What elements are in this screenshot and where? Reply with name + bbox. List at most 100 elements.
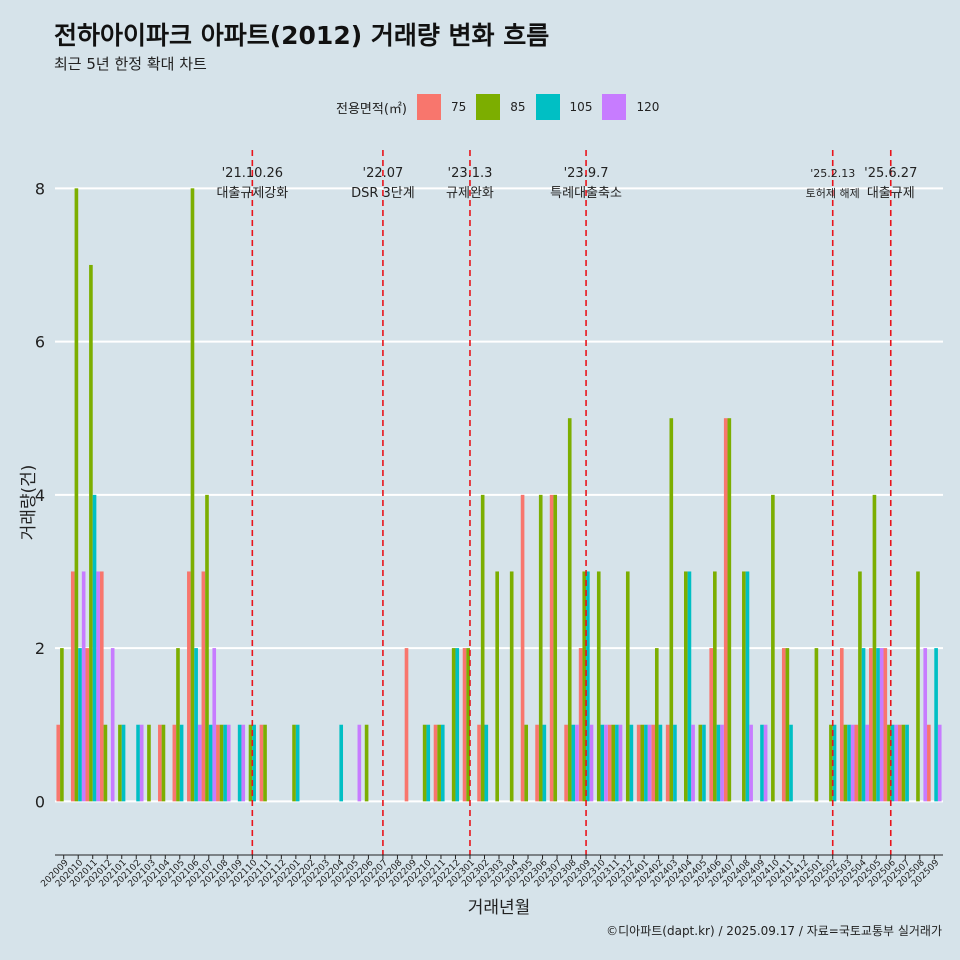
legend: 전용면적(㎡) 75 85 105 120 — [336, 93, 669, 121]
bar-85-202206 — [364, 724, 369, 802]
bar-75-202209 — [404, 648, 409, 802]
bar-105-202105 — [179, 724, 184, 802]
bar-85-202311 — [611, 724, 616, 802]
bar-75-202106 — [187, 571, 191, 802]
bar-85-202302 — [480, 494, 485, 802]
bar-75-202306 — [535, 724, 539, 802]
bar-85-202111 — [263, 724, 267, 802]
bar-75-202402 — [651, 724, 655, 802]
bar-85-202107 — [205, 494, 209, 802]
legend-swatch — [476, 94, 501, 120]
bar-75-202505 — [869, 648, 873, 802]
bar-85-202307 — [553, 494, 558, 802]
bar-120-202509 — [937, 724, 942, 802]
event-label: 특례대출축소 — [550, 186, 622, 201]
bar-85-202305 — [524, 724, 529, 802]
bar-105-202502 — [832, 724, 837, 802]
bar-75-202107 — [201, 571, 206, 802]
bar-120-202408 — [749, 724, 753, 802]
bar-85-202101 — [118, 724, 122, 802]
bar-85-202309 — [582, 571, 587, 802]
bar-85-202401 — [640, 724, 645, 802]
bar-85-202110 — [248, 724, 253, 802]
bar-85-202303 — [495, 571, 499, 802]
bar-105-202503 — [847, 724, 851, 802]
bar-105-202110 — [252, 724, 256, 802]
bar-105-202109 — [237, 724, 242, 802]
bar-105-202201 — [295, 724, 300, 802]
bar-85-202306 — [538, 494, 543, 802]
bar-75-202507 — [898, 724, 902, 802]
legend-item-105: 105 — [535, 94, 593, 120]
legend-label: 85 — [510, 100, 526, 114]
legend-item-85: 85 — [476, 94, 526, 120]
bar-120-202506 — [894, 724, 899, 802]
bar-105-202312 — [629, 724, 634, 802]
bar-75-202309 — [578, 648, 583, 802]
bar-85-202505 — [872, 494, 877, 802]
bar-75-202506 — [883, 648, 888, 802]
legend-label: 120 — [636, 100, 660, 114]
bar-85-202502 — [829, 724, 833, 802]
bar-85-202212 — [451, 648, 456, 802]
bar-120-202401 — [647, 724, 652, 802]
bar-105-202011 — [92, 494, 97, 802]
bar-75-202311 — [607, 724, 612, 802]
bar-105-202505 — [876, 648, 880, 802]
bar-120-202409 — [763, 724, 768, 802]
bar-120-202404 — [691, 724, 695, 802]
bar-85-202407 — [727, 418, 732, 802]
bar-85-202201 — [292, 724, 296, 802]
bar-120-202011 — [96, 571, 100, 802]
bar-75-202010 — [70, 571, 75, 802]
legend-title: 전용면적(㎡) — [336, 101, 407, 117]
bar-75-202308 — [564, 724, 568, 802]
legend-swatch — [602, 94, 627, 120]
bar-75-202406 — [709, 648, 714, 802]
legend-item-75: 75 — [416, 94, 466, 120]
bar-105-202403 — [673, 724, 677, 802]
bar-105-202509 — [934, 648, 938, 802]
bar-85-202308 — [567, 418, 572, 802]
bar-105-202409 — [760, 724, 764, 802]
bar-120-202508 — [923, 648, 928, 802]
chart-subtitle: 최근 5년 한정 확대 차트 — [54, 55, 207, 73]
bar-85-202105 — [176, 648, 180, 802]
bar-105-202210 — [426, 724, 431, 802]
bar-105-202302 — [484, 724, 489, 802]
bar-85-202504 — [858, 571, 862, 802]
bar-75-202301 — [462, 648, 467, 802]
bar-120-202504 — [865, 724, 869, 802]
bar-85-202106 — [190, 188, 195, 802]
bar-75-202307 — [549, 494, 554, 802]
bar-105-202507 — [905, 724, 909, 802]
bar-85-202403 — [669, 418, 674, 802]
legend-item-120: 120 — [602, 94, 659, 120]
bar-120-202012 — [110, 648, 115, 802]
bar-105-202404 — [687, 571, 692, 802]
bar-105-202406 — [716, 724, 721, 802]
bar-105-202405 — [702, 724, 706, 802]
bar-120-202108 — [226, 724, 231, 802]
y-tick-label: 8 — [35, 179, 45, 198]
bar-85-202010 — [74, 188, 79, 802]
bar-85-202506 — [887, 724, 891, 802]
legend-label: 105 — [569, 100, 593, 114]
bar-105-202401 — [644, 724, 648, 802]
bar-105-202212 — [455, 648, 460, 802]
source-caption: ©디아파트(dapt.kr) / 2025.09.17 / 자료=국토교통부 실… — [606, 924, 942, 938]
bar-85-202501 — [814, 648, 819, 802]
bar-75-202012 — [99, 571, 104, 802]
bar-75-202401 — [636, 724, 641, 802]
bar-85-202009 — [60, 648, 64, 802]
bar-105-202101 — [121, 724, 126, 802]
bar-85-202304 — [509, 571, 514, 802]
bar-120-202107 — [212, 648, 217, 802]
bar-120-202309 — [589, 724, 594, 802]
bar-85-202408 — [742, 571, 746, 802]
bar-105-202010 — [78, 648, 82, 802]
bar-85-202011 — [89, 264, 93, 802]
bar-85-202312 — [625, 571, 630, 802]
bar-75-202108 — [216, 724, 220, 802]
